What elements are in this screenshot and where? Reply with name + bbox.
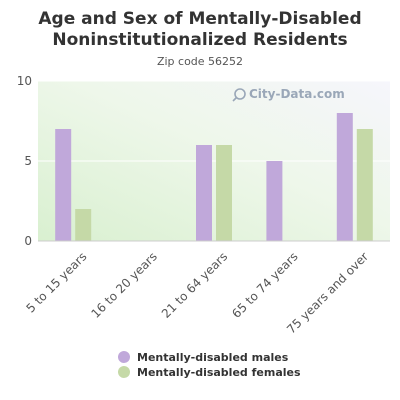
legend-label: Mentally-disabled males — [137, 351, 289, 364]
bar-females — [356, 129, 373, 241]
y-tick-label: 5 — [24, 154, 32, 168]
watermark-text: City-Data.com — [249, 87, 345, 101]
bar-females — [216, 145, 232, 241]
bar-males — [336, 113, 353, 241]
chart-title-line-1: Age and Sex of Mentally-Disabled — [38, 9, 361, 29]
x-tick-label: 16 to 20 years — [88, 249, 159, 320]
y-tick-label: 0 — [24, 234, 32, 248]
bar-males — [266, 161, 283, 241]
legend-label: Mentally-disabled females — [137, 366, 301, 379]
legend-swatch — [118, 351, 130, 363]
chart-subtitle: Zip code 56252 — [157, 55, 243, 68]
grid-lines — [38, 80, 390, 162]
chart-title-line-2: Noninstitutionalized Residents — [52, 30, 347, 50]
bar-males — [55, 129, 72, 241]
bar-males — [196, 145, 212, 241]
legend: Mentally-disabled males Mentally-disabled… — [118, 351, 301, 379]
x-tick-label: 65 to 74 years — [229, 249, 300, 320]
y-axis-ticks: 0 5 10 — [17, 74, 32, 248]
x-tick-label: 5 to 15 years — [23, 249, 89, 315]
watermark: City-Data.com — [232, 87, 345, 102]
y-tick-label: 10 — [17, 74, 32, 88]
watermark-magnifier-handle — [232, 97, 237, 102]
watermark-magnifier-icon — [234, 88, 246, 100]
bars — [55, 113, 373, 241]
bar-females — [75, 209, 92, 241]
x-tick-label: 21 to 64 years — [159, 249, 230, 320]
legend-swatch — [118, 366, 130, 378]
